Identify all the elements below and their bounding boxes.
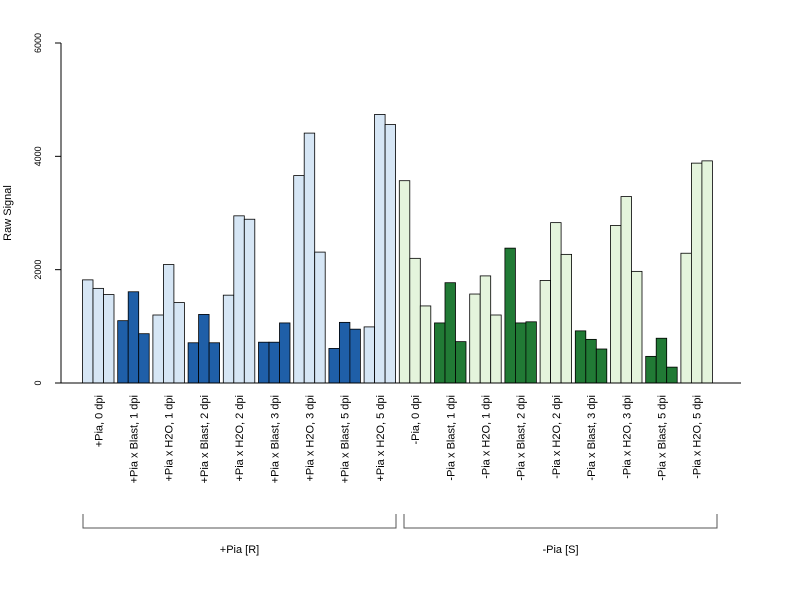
bar [303, 132, 316, 384]
bar [363, 326, 376, 384]
bar [173, 302, 185, 384]
bar [82, 279, 94, 384]
category-label: -Pia x Blast, 1 dpi [445, 395, 457, 481]
bar [525, 321, 537, 384]
y-tick-label: 4000 [33, 146, 43, 166]
bar [434, 322, 446, 384]
bar [645, 355, 657, 384]
bar [515, 322, 527, 384]
category-label: +Pia x Blast, 5 dpi [340, 395, 352, 483]
bar [384, 124, 397, 384]
category-labels: +Pia, 0 dpi +Pia x Blast, 1 dpi +Pia x H2O… [93, 395, 703, 483]
bar [585, 338, 597, 384]
category-label: -Pia x H2O, 3 dpi [621, 395, 633, 479]
category-label: -Pia x Blast, 3 dpi [586, 395, 598, 481]
category-label: +Pia x H2O, 2 dpi [234, 395, 246, 482]
bar [328, 348, 340, 384]
bars [82, 114, 713, 384]
bar [455, 341, 467, 384]
group-label: -Pia [S] [542, 544, 578, 556]
category-label: -Pia x H2O, 5 dpi [692, 395, 704, 479]
bar [444, 282, 456, 384]
bar [293, 175, 305, 384]
y-tick-label: 0 [33, 380, 43, 385]
category-label: -Pia x H2O, 1 dpi [480, 395, 492, 479]
bar [504, 247, 516, 384]
category-label: +Pia x H2O, 5 dpi [375, 395, 387, 482]
category-label: +Pia x Blast, 3 dpi [269, 395, 281, 483]
category-label: -Pia x H2O, 2 dpi [551, 395, 563, 479]
bar [479, 275, 492, 384]
bar [279, 322, 291, 384]
bar [374, 114, 386, 384]
bar [162, 264, 175, 384]
bar [610, 225, 622, 384]
bar [103, 294, 115, 384]
bar [490, 314, 502, 384]
bar [349, 328, 361, 384]
bar [419, 305, 432, 384]
bar [595, 348, 608, 384]
bar [550, 222, 562, 384]
category-label: -Pia x Blast, 5 dpi [656, 395, 668, 481]
y-axis: 0 2000 4000 6000 [33, 33, 62, 386]
bar [701, 160, 713, 384]
bar [574, 330, 587, 384]
bar [655, 337, 668, 384]
bar [258, 341, 270, 384]
group-label: +Pia [R] [220, 544, 259, 556]
bar [208, 342, 221, 384]
category-label: +Pia x Blast, 1 dpi [128, 395, 140, 483]
category-label: +Pia x Blast, 2 dpi [199, 395, 211, 483]
bar [92, 287, 104, 384]
bar [243, 218, 256, 384]
bar [691, 162, 703, 384]
group-bracket [82, 514, 397, 529]
y-axis-title: Raw Signal [2, 185, 14, 241]
group-bracket [403, 514, 718, 529]
bar [233, 215, 245, 384]
bar [620, 196, 632, 384]
bar [560, 253, 572, 384]
bar [198, 314, 210, 384]
bar [187, 342, 200, 384]
bar [398, 180, 411, 384]
y-tick-label: 2000 [33, 260, 43, 280]
bar [409, 257, 421, 384]
category-label: -Pia, 0 dpi [410, 395, 422, 445]
category-label: +Pia x H2O, 3 dpi [304, 395, 316, 482]
bar [469, 293, 481, 384]
bar [117, 320, 129, 384]
y-tick-label: 6000 [33, 33, 43, 53]
group-brackets: +Pia [R] -Pia [S] [82, 514, 718, 556]
bar [666, 366, 678, 384]
bar [631, 270, 643, 384]
category-label: +Pia x H2O, 1 dpi [164, 395, 176, 482]
bar [680, 252, 692, 384]
bar [222, 294, 235, 384]
bar [268, 341, 280, 384]
bar [539, 280, 551, 384]
category-label: -Pia x Blast, 2 dpi [516, 395, 528, 481]
bar [152, 314, 164, 384]
bar [314, 251, 326, 384]
bar [338, 321, 351, 384]
bar [138, 333, 150, 384]
category-label: +Pia, 0 dpi [93, 395, 105, 447]
bar [127, 291, 140, 384]
